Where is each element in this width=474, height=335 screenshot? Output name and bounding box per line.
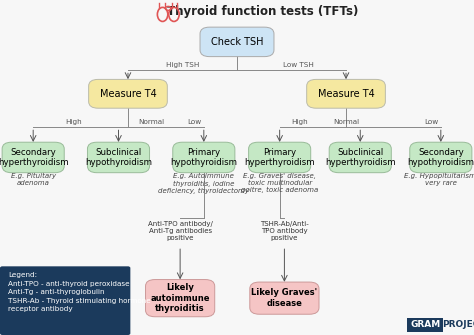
Text: Thyroid function tests (TFTs): Thyroid function tests (TFTs) [167, 5, 359, 18]
FancyBboxPatch shape [410, 142, 472, 173]
Text: Secondary
hyperthyroidism: Secondary hyperthyroidism [0, 148, 68, 167]
Text: High: High [292, 119, 308, 125]
FancyBboxPatch shape [87, 142, 149, 173]
Text: Likely
autoimmune
thyroiditis: Likely autoimmune thyroiditis [150, 283, 210, 313]
Text: Measure T4: Measure T4 [100, 89, 156, 99]
FancyBboxPatch shape [2, 142, 64, 173]
Text: Subclinical
hyperthyroidism: Subclinical hyperthyroidism [325, 148, 395, 167]
FancyBboxPatch shape [89, 79, 167, 108]
Text: Normal: Normal [333, 119, 359, 125]
Text: Primary
hyperthyroidism: Primary hyperthyroidism [245, 148, 315, 167]
Text: High TSH: High TSH [166, 62, 199, 68]
FancyBboxPatch shape [250, 282, 319, 314]
Text: Normal: Normal [138, 119, 165, 125]
FancyBboxPatch shape [0, 266, 130, 335]
Text: TSHR-Ab/Anti-
TPO antibody
positive: TSHR-Ab/Anti- TPO antibody positive [260, 221, 309, 241]
Text: Low: Low [424, 119, 438, 125]
FancyBboxPatch shape [248, 142, 311, 173]
Text: Legend:
Anti-TPO - anti-thyroid peroxidase
Anti-Tg - anti-thyroglobulin
TSHR-Ab : Legend: Anti-TPO - anti-thyroid peroxida… [8, 272, 151, 312]
Text: GRAM: GRAM [410, 321, 440, 329]
FancyBboxPatch shape [307, 79, 385, 108]
Text: Subclinical
hypothyroidism: Subclinical hypothyroidism [85, 148, 152, 167]
Text: Low: Low [187, 119, 201, 125]
Text: Check TSH: Check TSH [211, 37, 263, 47]
Text: ⚕: ⚕ [164, 6, 172, 20]
Text: Measure T4: Measure T4 [318, 89, 374, 99]
FancyBboxPatch shape [200, 27, 274, 57]
Text: Primary
hypothyroidism: Primary hypothyroidism [170, 148, 237, 167]
Text: E.g. Autoimmune
thyroiditis, iodine
deficiency, thyroidectomy: E.g. Autoimmune thyroiditis, iodine defi… [158, 174, 249, 194]
Text: Likely Graves'
disease: Likely Graves' disease [251, 288, 318, 308]
Text: E.g. Hypopituitarism,
very rare: E.g. Hypopituitarism, very rare [404, 174, 474, 187]
Text: E.g. Graves' disease,
toxic multinodular
goitre, toxic adenoma: E.g. Graves' disease, toxic multinodular… [241, 174, 318, 194]
FancyBboxPatch shape [173, 142, 235, 173]
Text: High: High [65, 119, 82, 125]
FancyBboxPatch shape [146, 279, 215, 317]
FancyBboxPatch shape [329, 142, 391, 173]
Text: Low TSH: Low TSH [283, 62, 314, 68]
Text: PROJECT: PROJECT [442, 321, 474, 329]
Text: Secondary
hypothyroidism: Secondary hypothyroidism [407, 148, 474, 167]
Text: E.g. Pituitary
adenoma: E.g. Pituitary adenoma [10, 174, 56, 187]
Text: Anti-TPO antibody/
Anti-Tg antibodies
positive: Anti-TPO antibody/ Anti-Tg antibodies po… [148, 221, 212, 241]
